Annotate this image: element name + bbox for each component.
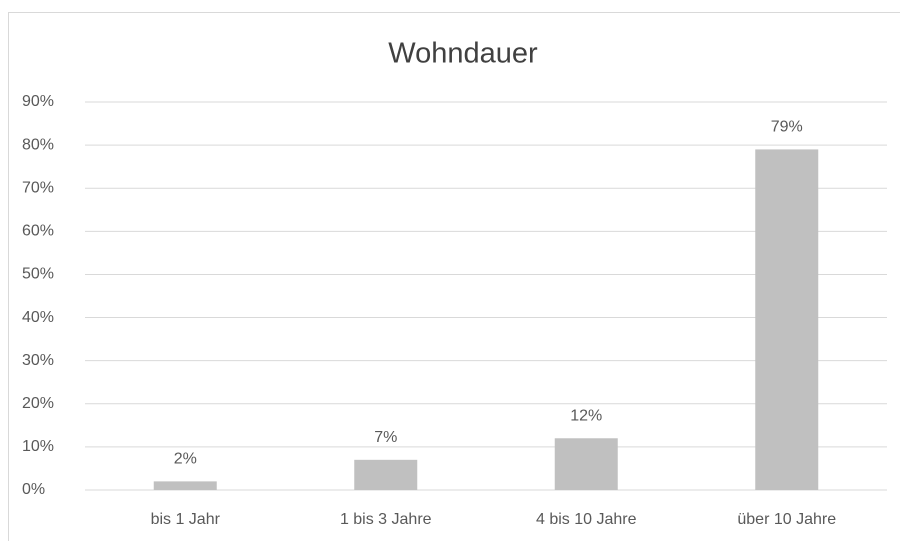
data-label: 2%	[174, 451, 197, 468]
y-tick-label: 60%	[22, 223, 54, 240]
y-tick-label: 90%	[22, 93, 54, 110]
x-tick-label: 4 bis 10 Jahre	[536, 511, 637, 528]
bar	[755, 149, 819, 490]
y-tick-label: 10%	[22, 438, 54, 455]
y-tick-label: 20%	[22, 395, 54, 412]
chart-frame	[8, 12, 900, 541]
bar	[153, 481, 217, 490]
x-tick-label: über 10 Jahre	[737, 511, 836, 528]
y-tick-label: 80%	[22, 136, 54, 153]
bar	[354, 459, 418, 490]
y-tick-label: 50%	[22, 266, 54, 283]
x-tick-label: 1 bis 3 Jahre	[340, 511, 432, 528]
chart-title: Wohndauer	[388, 38, 538, 70]
y-tick-label: 30%	[22, 352, 54, 369]
data-label: 79%	[771, 119, 803, 136]
y-tick-label: 0%	[22, 481, 45, 498]
bar	[554, 438, 618, 490]
data-label: 12%	[570, 407, 602, 424]
x-tick-label: bis 1 Jahr	[151, 511, 221, 528]
y-tick-label: 40%	[22, 309, 54, 326]
y-tick-label: 70%	[22, 179, 54, 196]
data-label: 7%	[374, 429, 397, 446]
